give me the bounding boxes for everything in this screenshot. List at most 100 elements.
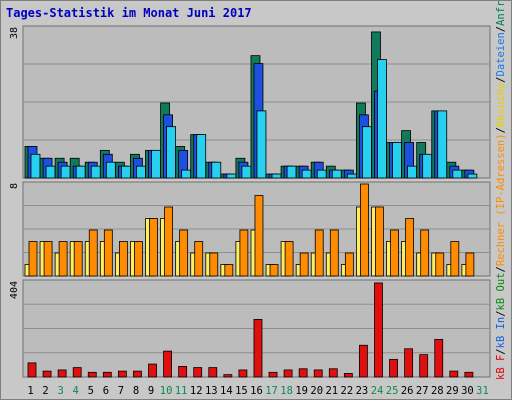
bar-seiten-day-25 [392, 142, 402, 179]
legend: kB F/kB In/kB Out/Rechner (IP-Adressen)/… [490, 0, 512, 382]
bar-seiten-day-19 [301, 169, 312, 179]
legend-text: kB F/kB In/kB Out/Rechner (IP-Adressen)/… [492, 0, 510, 380]
bar-seiten-day-2 [45, 165, 56, 179]
panel-bottom-ymax-label: 404 [9, 281, 20, 299]
bar-seiten-day-8 [136, 165, 146, 179]
x-tick-label-24: 24 [371, 385, 384, 397]
bar-seiten-day-1 [30, 153, 41, 179]
bar-kb-f-day-3 [57, 369, 67, 378]
legend-item-1: kB In [495, 316, 507, 349]
bar-kb-f-day-18 [283, 369, 293, 378]
chart-title: Tages-Statistik im Monat Juni 2017 [6, 6, 252, 20]
x-tick-label-3: 3 [57, 385, 63, 397]
bar-kb-f-day-23 [359, 344, 368, 378]
bar-seiten-day-30 [467, 173, 478, 179]
x-tick-label-10: 10 [160, 385, 173, 397]
x-tick-label-19: 19 [295, 385, 308, 397]
x-tick-label-2: 2 [42, 385, 48, 397]
bar-seiten-day-14 [226, 173, 237, 179]
bar-kb-f-day-28 [434, 338, 444, 378]
bar-rechner-day-3 [58, 241, 68, 277]
bar-seiten-day-28 [437, 110, 448, 179]
x-tick-label-25: 25 [386, 385, 399, 397]
bar-rechner-day-16 [254, 195, 264, 277]
bar-rechner-day-14 [224, 264, 234, 277]
x-tick-label-22: 22 [341, 385, 354, 397]
bar-seiten-day-20 [316, 169, 327, 179]
bar-kb-f-day-17 [268, 371, 278, 378]
bar-rechner-day-22 [344, 252, 354, 277]
bar-rechner-day-6 [103, 229, 113, 277]
bar-rechner-day-7 [118, 241, 128, 277]
bar-rechner-day-29 [450, 241, 460, 277]
x-tick-label-27: 27 [416, 385, 429, 397]
bar-rechner-day-27 [420, 229, 430, 277]
x-tick-label-8: 8 [133, 385, 139, 397]
bar-kb-f-day-7 [117, 370, 127, 378]
bar-kb-f-day-27 [419, 354, 429, 378]
bar-seiten-day-13 [211, 161, 222, 179]
x-tick-label-11: 11 [175, 385, 188, 397]
bar-kb-f-day-15 [238, 369, 248, 378]
bar-kb-f-day-12 [193, 367, 203, 378]
bar-rechner-day-2 [43, 241, 53, 277]
bar-rechner-day-28 [435, 252, 445, 277]
x-tick-label-28: 28 [431, 385, 444, 397]
panel-top-ymax-label: 38 [9, 27, 20, 39]
bar-seiten-day-27 [422, 153, 433, 179]
bar-seiten-day-23 [362, 126, 372, 179]
bar-seiten-day-29 [452, 169, 463, 179]
x-tick-label-15: 15 [235, 385, 248, 397]
legend-item-0: kB F [495, 354, 507, 380]
legend-separator: / [495, 127, 507, 134]
x-tick-label-5: 5 [88, 385, 94, 397]
bar-rechner-day-10 [164, 206, 173, 277]
bar-seiten-day-6 [105, 161, 116, 179]
x-tick-label-26: 26 [401, 385, 414, 397]
bar-kb-f-day-21 [328, 368, 338, 378]
bar-rechner-day-13 [209, 252, 219, 277]
x-tick-label-23: 23 [356, 385, 369, 397]
bar-kb-f-day-11 [178, 366, 188, 378]
bar-rechner-day-24 [375, 206, 384, 277]
bar-rechner-day-11 [179, 229, 189, 277]
bar-rechner-day-30 [465, 252, 475, 277]
bar-kb-f-day-5 [87, 371, 97, 378]
bar-seiten-day-24 [377, 59, 387, 179]
bar-kb-f-day-8 [133, 370, 142, 378]
legend-separator: / [495, 266, 507, 273]
bar-rechner-day-5 [88, 229, 98, 277]
bar-kb-f-day-16 [253, 318, 263, 378]
bar-kb-f-day-22 [343, 373, 353, 378]
x-tick-label-9: 9 [148, 385, 154, 397]
bar-rechner-day-18 [284, 241, 294, 277]
bar-rechner-day-20 [314, 229, 324, 277]
bar-rechner-day-26 [405, 218, 415, 277]
bar-seiten-day-5 [90, 165, 101, 179]
x-tick-label-18: 18 [280, 385, 293, 397]
legend-separator: / [495, 348, 507, 355]
legend-separator: / [495, 76, 507, 83]
bar-kb-f-day-2 [42, 370, 52, 378]
legend-item-2: kB Out [495, 272, 507, 311]
legend-item-4: Besuche [495, 82, 507, 128]
bar-kb-f-day-6 [102, 371, 112, 378]
bar-seiten-day-26 [407, 165, 418, 179]
bar-kb-f-day-4 [72, 367, 82, 378]
legend-item-6: Anfragen [495, 0, 507, 26]
x-tick-label-31: 31 [476, 385, 489, 397]
bar-seiten-day-17 [271, 173, 282, 179]
bar-rechner-day-17 [269, 264, 279, 277]
bar-kb-f-day-13 [208, 367, 218, 378]
x-tick-label-30: 30 [461, 385, 474, 397]
bar-seiten-day-10 [166, 126, 176, 179]
bar-kb-f-day-19 [298, 368, 308, 378]
legend-item-5: Dateien [495, 32, 507, 77]
x-tick-label-21: 21 [325, 385, 338, 397]
x-tick-label-6: 6 [103, 385, 109, 397]
bar-seiten-day-21 [331, 169, 342, 179]
bar-rechner-day-8 [134, 241, 143, 277]
bar-kb-f-day-30 [464, 371, 474, 378]
bar-seiten-day-7 [120, 165, 131, 179]
